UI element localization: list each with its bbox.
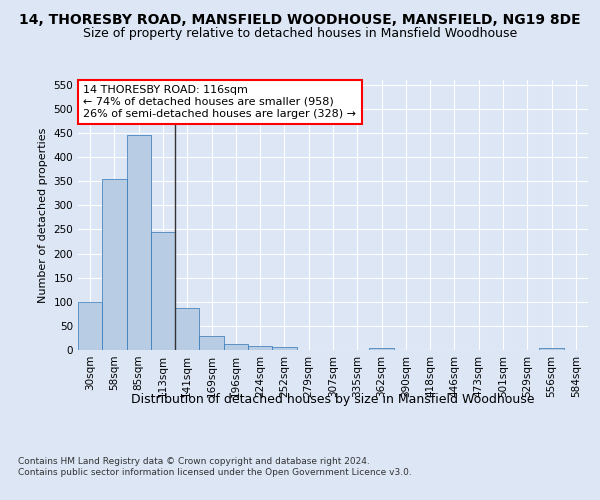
Y-axis label: Number of detached properties: Number of detached properties <box>38 128 48 302</box>
Bar <box>175 308 199 350</box>
Text: 14, THORESBY ROAD, MANSFIELD WOODHOUSE, MANSFIELD, NG19 8DE: 14, THORESBY ROAD, MANSFIELD WOODHOUSE, … <box>19 12 581 26</box>
Text: 14 THORESBY ROAD: 116sqm
← 74% of detached houses are smaller (958)
26% of semi-: 14 THORESBY ROAD: 116sqm ← 74% of detach… <box>83 86 356 118</box>
Text: Size of property relative to detached houses in Mansfield Woodhouse: Size of property relative to detached ho… <box>83 28 517 40</box>
Text: Distribution of detached houses by size in Mansfield Woodhouse: Distribution of detached houses by size … <box>131 392 535 406</box>
Bar <box>102 179 127 350</box>
Bar <box>370 348 394 350</box>
Text: Contains HM Land Registry data © Crown copyright and database right 2024.
Contai: Contains HM Land Registry data © Crown c… <box>18 458 412 477</box>
Bar <box>127 136 151 350</box>
Bar <box>248 346 272 350</box>
Bar <box>224 344 248 350</box>
Bar <box>151 232 175 350</box>
Bar <box>272 347 296 350</box>
Bar <box>199 336 224 350</box>
Bar <box>539 348 564 350</box>
Bar <box>78 302 102 350</box>
